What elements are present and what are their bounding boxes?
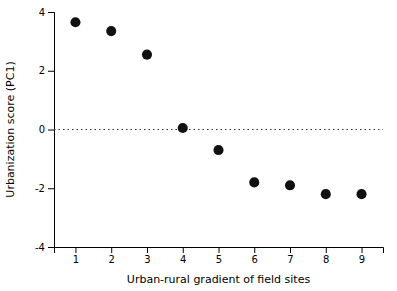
point (249, 177, 259, 187)
y-tick-label: 2 (39, 65, 45, 76)
x-tick-mark (326, 247, 327, 253)
x-tick: 2 (109, 247, 115, 265)
x-tick: 1 (73, 247, 79, 265)
y-tick-mark (48, 71, 54, 72)
x-tick: 8 (323, 247, 329, 265)
y-axis-line (48, 13, 55, 248)
point (106, 26, 116, 36)
point (285, 180, 295, 190)
point (213, 145, 223, 155)
x-tick-label: 1 (73, 254, 79, 265)
y-tick: 0 (39, 124, 54, 135)
point (321, 189, 331, 199)
x-tick-label: 5 (216, 254, 222, 265)
x-tick: 3 (144, 247, 150, 265)
y-tick-mark (48, 12, 54, 13)
y-tick-label: -2 (35, 183, 45, 194)
y-tick-mark (48, 188, 54, 189)
reference-line (54, 129, 383, 130)
x-tick-label: 9 (359, 254, 365, 265)
x-tick-mark (111, 247, 112, 253)
x-tick-mark (219, 247, 220, 253)
y-tick-mark (48, 130, 54, 131)
x-tick: 6 (252, 247, 258, 265)
y-tick: 4 (39, 7, 54, 18)
y-tick: -2 (35, 183, 54, 194)
x-tick-label: 4 (180, 254, 186, 265)
x-axis: 1 2 3 4 5 6 7 8 9 (55, 247, 384, 265)
x-tick: 7 (287, 247, 293, 265)
point (142, 50, 152, 60)
y-tick: -4 (35, 242, 54, 253)
y-tick-label: -4 (35, 242, 45, 253)
plot: 1 2 3 4 5 6 7 8 9 -4 -2 0 2 4 (35, 7, 383, 265)
x-axis-title: Urban-rural gradient of field sites (127, 273, 311, 286)
x-tick-label: 3 (144, 254, 150, 265)
x-axis-line (55, 248, 384, 254)
x-tick: 5 (216, 247, 222, 265)
x-tick-label: 2 (109, 254, 115, 265)
x-tick-mark (254, 247, 255, 253)
point (178, 123, 188, 133)
point (356, 189, 366, 199)
x-tick-label: 6 (252, 254, 258, 265)
y-axis-title: Urbanization score (PC1) (4, 61, 17, 197)
y-axis: -4 -2 0 2 4 (35, 7, 54, 253)
x-tick-mark (147, 247, 148, 253)
x-tick-mark (290, 247, 291, 253)
x-tick-mark (362, 247, 363, 253)
x-tick-mark (75, 247, 76, 253)
marks (54, 17, 383, 199)
x-tick: 9 (359, 247, 365, 265)
x-tick-label: 8 (323, 254, 329, 265)
x-tick-label: 7 (287, 254, 293, 265)
y-tick: 2 (39, 65, 54, 76)
chart: 1 2 3 4 5 6 7 8 9 -4 -2 0 2 4 Urban-rural gradient of … (0, 0, 397, 291)
point (70, 17, 80, 27)
x-tick-mark (183, 247, 184, 253)
y-tick-label: 4 (39, 7, 45, 18)
y-tick-label: 0 (39, 124, 45, 135)
y-tick-mark (48, 247, 54, 248)
x-tick: 4 (180, 247, 186, 265)
